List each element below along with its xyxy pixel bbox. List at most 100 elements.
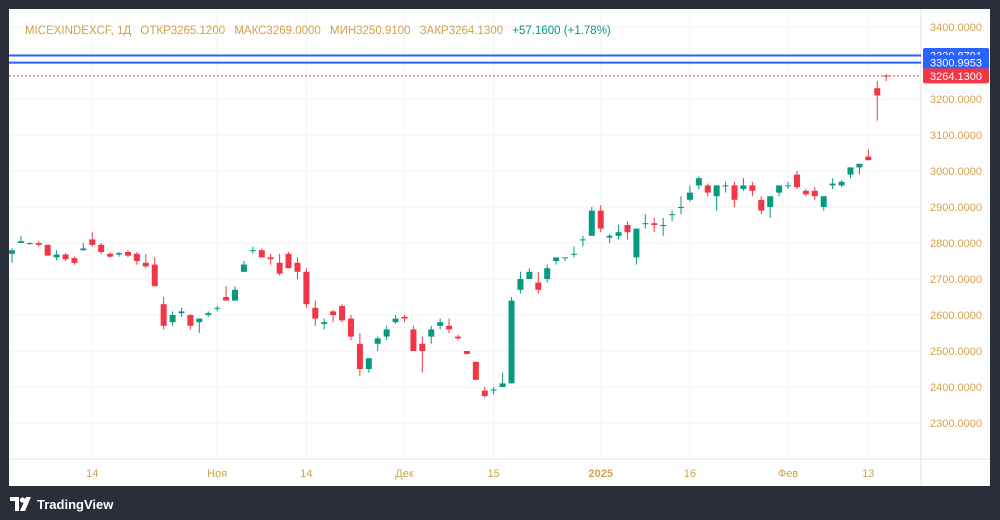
candle-body	[776, 185, 783, 193]
candle	[874, 81, 881, 121]
candle-body	[606, 235, 613, 238]
candle	[838, 180, 845, 188]
level-price-badge	[923, 55, 989, 71]
candle	[606, 234, 613, 243]
candle	[205, 311, 212, 317]
candle-body	[312, 307, 319, 319]
candle-body	[615, 232, 622, 236]
candle	[160, 297, 167, 330]
candle	[579, 235, 586, 247]
candle-body	[356, 343, 363, 369]
x-tick-label: 2025	[588, 468, 612, 480]
candle	[740, 178, 747, 191]
candle-body	[133, 253, 140, 261]
candle-body	[838, 181, 845, 186]
tradingview-logo-icon[interactable]	[10, 497, 32, 511]
candle-body	[811, 190, 818, 197]
candle	[517, 271, 524, 294]
candle-body	[874, 88, 881, 96]
candle-body	[71, 258, 78, 263]
candle-body	[26, 243, 33, 244]
candle-body	[829, 183, 836, 186]
candle-body	[160, 304, 167, 326]
candle-body	[669, 214, 676, 216]
candle	[330, 309, 337, 323]
candle	[446, 318, 453, 333]
candle-body	[339, 306, 346, 321]
candle-body	[481, 390, 488, 396]
candle-body	[722, 185, 729, 187]
candle-body	[214, 307, 221, 309]
candle	[26, 242, 33, 245]
candle-body	[116, 253, 123, 255]
candle	[35, 241, 42, 247]
candle-body	[642, 223, 649, 225]
candle-body	[588, 210, 595, 236]
legend-low: МИН3250.9100	[330, 25, 411, 37]
candle-body	[633, 228, 640, 258]
candle	[713, 185, 720, 211]
candle	[597, 205, 604, 233]
legend-change: +57.1600 (+1.78%)	[512, 25, 611, 37]
candle-body	[98, 244, 105, 252]
candle-body	[365, 358, 372, 369]
y-tick-label: 3200.0000	[930, 94, 982, 106]
candle	[490, 387, 497, 395]
candle	[178, 307, 185, 317]
candle-layer	[9, 74, 890, 398]
candle	[847, 167, 854, 179]
candle-body	[758, 199, 765, 211]
candle	[758, 196, 765, 215]
candle	[829, 178, 836, 189]
candle	[107, 252, 114, 258]
candle	[214, 306, 221, 312]
candle-body	[678, 207, 684, 208]
candle	[686, 185, 693, 202]
candle-body	[124, 252, 131, 256]
grid-layer	[9, 9, 990, 486]
candle-body	[749, 185, 756, 191]
candle-body	[847, 167, 854, 175]
candle-body	[89, 239, 96, 245]
candle	[294, 257, 301, 279]
candle-body	[553, 257, 560, 261]
candle	[89, 232, 96, 247]
chart-legend: MICEXINDEXCF, 1Д ОТКР3265.1200 МАКС3269.…	[25, 25, 617, 37]
candle-body	[178, 311, 185, 314]
candle	[472, 361, 479, 380]
candle	[669, 210, 676, 222]
candle-body	[570, 253, 577, 255]
candle-body	[321, 322, 328, 324]
brand-name[interactable]: TradingView	[37, 496, 114, 512]
candle-body	[820, 196, 827, 207]
candle-body	[767, 196, 774, 207]
chart-svg[interactable]: 2300.0000 2400.0000 2500.0000 2600.0000 2700…	[9, 9, 990, 486]
candle	[811, 187, 818, 200]
candle-body	[187, 315, 194, 326]
y-tick-label: 2800.0000	[930, 238, 982, 250]
candle	[124, 250, 131, 258]
candle	[562, 257, 569, 261]
candle	[793, 171, 800, 189]
y-tick-label: 2600.0000	[930, 310, 982, 322]
candle	[401, 315, 408, 323]
candle	[776, 185, 783, 197]
x-tick-label: 13	[862, 468, 874, 480]
candle	[223, 286, 230, 301]
x-tick-label: Дек	[395, 468, 414, 480]
candle-body	[686, 192, 693, 200]
candle-body	[142, 262, 149, 267]
candle	[44, 244, 51, 256]
candle-body	[151, 264, 158, 287]
candle	[383, 325, 390, 341]
price-badge-label: 3300.9953	[930, 58, 982, 70]
candle	[17, 235, 24, 243]
candle-body	[695, 178, 702, 186]
candle-body	[62, 254, 69, 260]
chart-frame: 2300.0000 2400.0000 2500.0000 2600.0000 2700…	[9, 9, 990, 486]
candle-body	[883, 75, 890, 77]
legend-symbol: MICEXINDEXCF, 1Д	[25, 25, 132, 37]
candle-body	[740, 185, 747, 189]
candle	[62, 253, 69, 261]
candle-body	[9, 250, 15, 254]
